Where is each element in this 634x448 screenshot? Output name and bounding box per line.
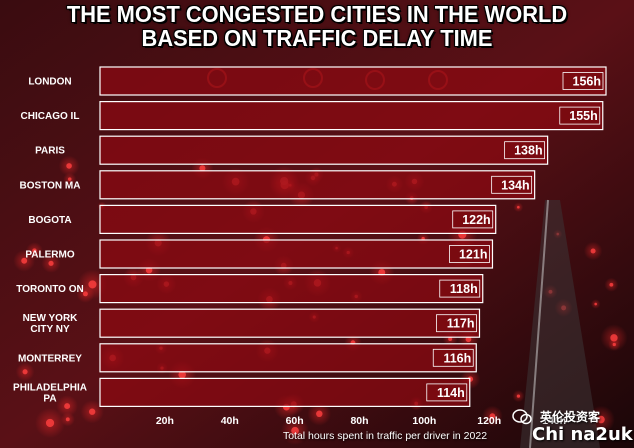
data-label-box (491, 175, 533, 194)
data-label: 121h (459, 248, 488, 262)
category-label: CHICAGO IL (21, 111, 80, 122)
data-label-box (426, 383, 468, 402)
data-label: 114h (437, 386, 465, 400)
watermark-text-cn: 英伦投资客 (540, 410, 601, 424)
bar-toronto-on (99, 274, 484, 304)
data-label-box (452, 210, 494, 229)
bar-boston-ma (99, 170, 536, 200)
bar-monterrey (99, 343, 477, 373)
category-label: CITY NY (30, 324, 70, 335)
category-label: NEW YORK (23, 313, 79, 324)
bar-paris (99, 135, 549, 165)
watermark-text-en: Chi na2uk (532, 424, 633, 445)
data-label-box (449, 245, 490, 263)
x-tick-label: 60h (286, 415, 304, 427)
x-tick-label: 100h (412, 415, 436, 427)
category-label: PARIS (35, 146, 65, 157)
category-label: BOSTON MA (20, 180, 81, 191)
watermark: 英伦投资客 Chi na2uk (512, 404, 634, 448)
title-line-1: THE MOST CONGESTED CITIES IN THE WORLD (66, 1, 568, 27)
bars-group (99, 66, 607, 407)
data-label: 155h (569, 109, 598, 123)
data-label: 118h (450, 282, 478, 296)
data-label-box (504, 141, 546, 160)
data-label-box (559, 106, 601, 125)
bar-palermo (99, 239, 494, 269)
chart-title: THE MOST CONGESTED CITIES IN THE WORLD B… (22, 2, 612, 50)
bar-london (99, 66, 607, 96)
x-tick-label: 20h (156, 415, 174, 427)
x-tick-label: 80h (350, 415, 368, 427)
data-label-box (562, 72, 604, 90)
wechat-icon (512, 409, 532, 425)
category-labels: LONDON CHICAGO IL PARIS BOSTON MA BOGOTA PALE… (13, 77, 87, 405)
data-label: 116h (443, 351, 471, 365)
x-axis-ticks: 20h 40h 60h 80h 100h 120h 140h (156, 415, 566, 427)
x-tick-label: 140h (542, 415, 566, 427)
category-label: TORONTO ON (16, 284, 83, 295)
data-label: 156h (573, 75, 602, 89)
data-label: 138h (514, 144, 543, 158)
data-label: 122h (462, 213, 491, 227)
bar-new-york-city-ny (99, 308, 481, 338)
data-labels: 156h 155h 138h 134h 122h 121h 118h 117h 116h 114h (426, 72, 604, 402)
category-label: PHILADELPHIA (13, 382, 87, 393)
category-label: BOGOTA (28, 215, 71, 226)
bar-philadelphia-pa (99, 377, 471, 407)
bar-chicago-il (99, 100, 604, 131)
data-label-box (439, 279, 481, 298)
x-axis-label: Total hours spent in traffic per driver … (282, 430, 488, 442)
category-label: PALERMO (25, 250, 74, 261)
title-line-2: BASED ON TRAFFIC DELAY TIME (141, 25, 493, 51)
bar-bogota (99, 204, 497, 234)
x-tick-label: 120h (477, 415, 501, 427)
data-label: 117h (447, 317, 475, 331)
category-label: PA (43, 393, 56, 404)
category-label: LONDON (28, 77, 71, 88)
data-label-box (432, 348, 474, 367)
category-label: MONTERREY (18, 353, 82, 364)
data-label: 134h (501, 178, 530, 192)
x-tick-label: 40h (221, 415, 239, 427)
data-label-box (436, 314, 477, 333)
